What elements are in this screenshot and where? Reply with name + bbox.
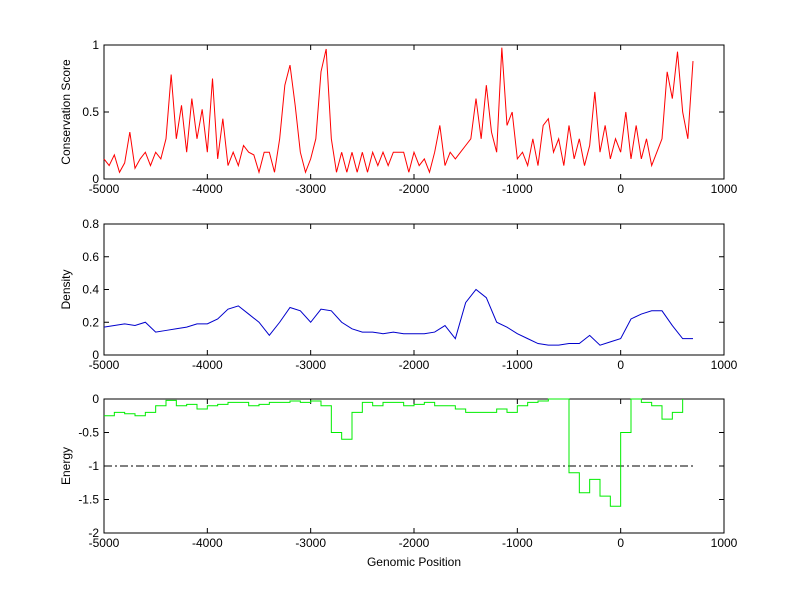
- x-tick-label: -4000: [192, 358, 223, 372]
- y-axis-label: Conservation Score: [59, 59, 73, 165]
- data-line: [103, 288, 693, 346]
- plot-area: [103, 223, 725, 356]
- x-tick-label: -4000: [192, 536, 223, 550]
- plot-area: [103, 44, 725, 180]
- x-tick-label: -5000: [89, 536, 120, 550]
- x-tick-label: -1000: [502, 358, 533, 372]
- x-tick-label: 1000: [711, 182, 738, 196]
- y-tick-label: 0.4: [82, 283, 99, 297]
- x-tick-label: -2000: [399, 182, 430, 196]
- y-tick-label: -2: [88, 526, 99, 540]
- y-axis-label: Density: [59, 269, 73, 309]
- x-tick-label: -3000: [295, 536, 326, 550]
- x-tick-label: 1000: [711, 358, 738, 372]
- x-tick-label: 0: [617, 358, 624, 372]
- x-axis-label: Genomic Position: [367, 555, 461, 569]
- x-tick-label: -1000: [502, 182, 533, 196]
- x-tick-label: -3000: [295, 182, 326, 196]
- y-tick-label: 0.2: [82, 315, 99, 329]
- y-tick-label: 0.6: [82, 250, 99, 264]
- x-tick-label: -4000: [192, 182, 223, 196]
- x-tick-label: 0: [617, 182, 624, 196]
- x-tick-label: -5000: [89, 182, 120, 196]
- x-tick-label: 0: [617, 536, 624, 550]
- data-line: [104, 398, 684, 507]
- y-tick-label: 0.8: [82, 217, 99, 231]
- x-tick-label: -3000: [295, 358, 326, 372]
- y-tick-label: -1.5: [78, 493, 99, 507]
- y-tick-label: 1: [92, 38, 99, 52]
- x-tick-label: -1000: [502, 536, 533, 550]
- y-tick-label: -0.5: [78, 426, 99, 440]
- y-tick-label: 0.5: [82, 105, 99, 119]
- x-tick-label: -2000: [399, 536, 430, 550]
- y-tick-label: -1: [88, 459, 99, 473]
- x-tick-label: -2000: [399, 358, 430, 372]
- y-tick-label: 0: [92, 348, 99, 362]
- y-tick-label: 0: [92, 172, 99, 186]
- y-axis-label: Energy: [59, 447, 73, 485]
- x-tick-label: -5000: [89, 358, 120, 372]
- x-tick-label: 1000: [711, 536, 738, 550]
- y-tick-label: 0: [92, 392, 99, 406]
- data-line: [103, 47, 694, 175]
